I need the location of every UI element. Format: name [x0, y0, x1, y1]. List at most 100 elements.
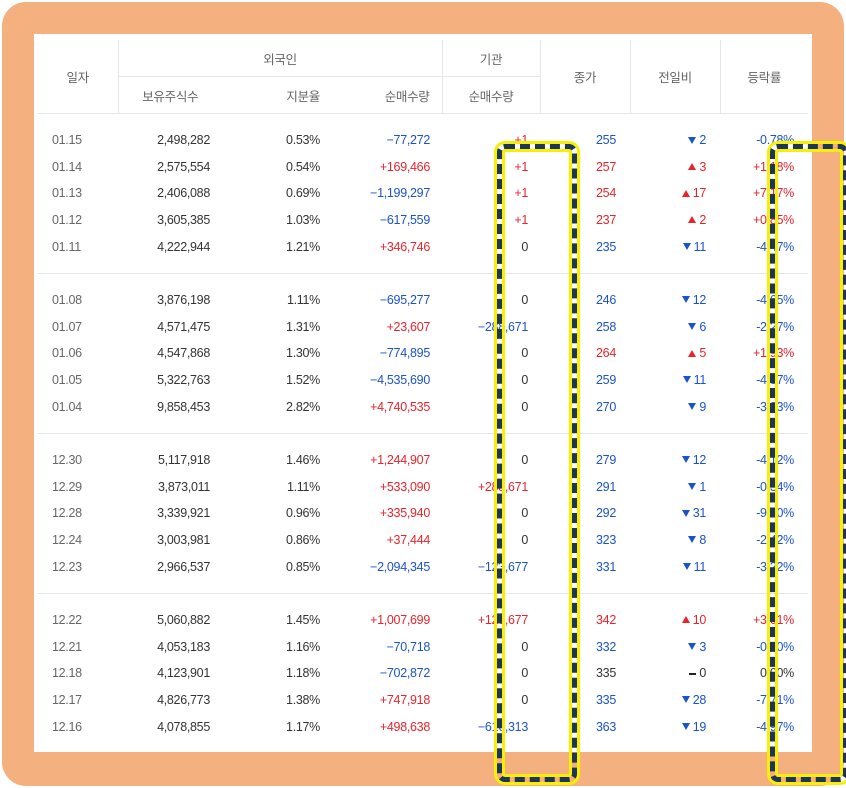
table-row: 01.08 3,876,198 1.11% −695,277 0 246 12 -4.65% [38, 287, 808, 314]
cell-date: 01.06 [52, 346, 82, 361]
cell-inst-net: 0 [521, 692, 528, 707]
cell-ratio: 1.38% [286, 692, 320, 707]
table-row: 01.11 4,222,944 1.21% +346,746 0 235 11 -4.47% [38, 233, 808, 260]
cell-foreign-net: −1,199,297 [370, 186, 430, 201]
cell-ratio: 1.52% [286, 373, 320, 388]
cell-change: 9 [630, 393, 720, 420]
cell-holding: 4,078,855 [157, 719, 210, 734]
cell-ratio: 1.46% [286, 453, 320, 468]
cell-foreign-net: −2,094,345 [370, 559, 430, 574]
cell-inst-net: +1 [514, 186, 528, 201]
cell-close: 335 [596, 666, 616, 681]
cell-change: 28 [630, 687, 720, 714]
cell-change: 11 [630, 367, 720, 394]
cell-ratio: 1.11% [286, 479, 320, 494]
dash-icon [689, 673, 697, 676]
cell-holding: 3,003,981 [157, 533, 210, 548]
cell-rate: -4.12% [756, 453, 794, 468]
triangle-down-icon [681, 696, 690, 704]
table-row: 12.16 4,078,855 1.17% +498,638 −616,313 363 19… [38, 713, 808, 740]
triangle-down-icon [682, 562, 691, 570]
change-value: 17 [692, 186, 707, 201]
table-row: 01.13 2,406,088 0.69% −1,199,297 +1 254 17 +7.1… [38, 180, 808, 207]
table-row: 12.29 3,873,011 1.11% +533,090 +288,671 291 1 -… [38, 474, 808, 501]
cell-close: 257 [596, 159, 616, 174]
triangle-down-icon [688, 402, 697, 410]
cell-change: 6 [630, 314, 720, 341]
cell-change: 12 [630, 447, 720, 474]
cell-close: 237 [596, 213, 616, 228]
cell-ratio: 0.86% [286, 533, 320, 548]
highlight-institution-column [497, 144, 577, 782]
cell-ratio: 2.82% [286, 399, 320, 414]
cell-foreign-net: −702,872 [379, 666, 430, 681]
cell-change: 1 [630, 474, 720, 501]
cell-date: 01.08 [52, 293, 82, 308]
cell-holding: 4,123,901 [157, 666, 210, 681]
triangle-down-icon [688, 483, 697, 491]
cell-ratio: 1.11% [286, 293, 320, 308]
cell-rate: -4.65% [756, 293, 794, 308]
cell-ratio: 0.69% [286, 186, 320, 201]
cell-date: 12.23 [52, 559, 82, 574]
change-value: 10 [692, 613, 707, 628]
highlight-rate-column [770, 144, 846, 782]
cell-inst-net: +1 [514, 133, 528, 148]
table-row: 12.18 4,123,901 1.18% −702,872 0 335 0 0.00% [38, 660, 808, 687]
cell-close: 254 [596, 186, 616, 201]
cell-close: 323 [596, 533, 616, 548]
cell-change: 0 [630, 660, 720, 687]
cell-foreign-net: +335,940 [379, 506, 430, 521]
cell-inst-net: 0 [521, 399, 528, 414]
cell-change: 8 [630, 527, 720, 554]
cell-holding: 2,575,554 [157, 159, 210, 174]
change-value: 3 [699, 159, 706, 174]
table-row: 12.30 5,117,918 1.46% +1,244,907 0 279 12 -4.12… [38, 447, 808, 474]
cell-foreign-net: +23,607 [386, 319, 431, 334]
cell-rate: -2.27% [756, 319, 794, 334]
cell-date: 01.07 [52, 319, 82, 334]
row-spacer [38, 273, 808, 287]
change-value: 31 [692, 506, 707, 521]
triangle-down-icon [688, 643, 697, 650]
cell-foreign-net: −617,559 [379, 213, 430, 228]
cell-rate: -3.22% [756, 559, 794, 574]
header-holding: 보유주식수 [117, 76, 222, 114]
triangle-up-icon [688, 349, 697, 357]
cell-holding: 5,060,882 [157, 613, 210, 628]
triangle-down-icon [688, 536, 697, 544]
change-value: 9 [699, 399, 706, 414]
cell-change: 3 [630, 634, 720, 661]
table-body: 01.15 2,498,282 0.53% −77,272 +1 255 2 -0.78% 01… [38, 114, 808, 740]
cell-change: 17 [630, 180, 720, 207]
stock-table-panel: 일자 외국인 기관 종가 전일비 등락률 보유주식수 지분율 순매수량 순매수량… [34, 34, 846, 782]
cell-holding: 2,966,537 [157, 559, 210, 574]
cell-close: 258 [596, 319, 616, 334]
triangle-down-icon [682, 242, 691, 250]
cell-inst-net: 0 [521, 639, 528, 654]
header-ratio: 지분율 [222, 76, 332, 114]
table-row: 12.23 2,966,537 0.85% −2,094,345 −123,677 331… [38, 553, 808, 580]
cell-foreign-net: +498,638 [379, 719, 430, 734]
cell-rate: -4.07% [756, 373, 794, 388]
triangle-up-icon [681, 189, 690, 197]
cell-ratio: 0.85% [286, 559, 320, 574]
cell-foreign-net: +37,444 [386, 533, 431, 548]
triangle-down-icon [681, 722, 690, 730]
cell-close: 335 [596, 692, 616, 707]
table-row: 01.06 4,547,868 1.30% −774,895 0 264 5 +1.93% [38, 340, 808, 367]
cell-close: 342 [596, 613, 616, 628]
table-header: 일자 외국인 기관 종가 전일비 등락률 보유주식수 지분율 순매수량 순매수량 [38, 40, 808, 114]
row-spacer [38, 593, 808, 607]
cell-inst-net: 0 [521, 293, 528, 308]
table-row: 01.12 3,605,385 1.03% −617,559 +1 237 2 +0.85% [38, 207, 808, 234]
cell-inst-net: 0 [521, 453, 528, 468]
table-row: 01.05 5,322,763 1.52% −4,535,690 0 259 11 -4.07… [38, 367, 808, 394]
header-inst-net: 순매수량 [441, 76, 540, 114]
row-spacer [38, 114, 808, 128]
cell-holding: 4,222,944 [157, 239, 210, 254]
cell-change: 19 [630, 713, 720, 740]
cell-change: 31 [630, 500, 720, 527]
cell-ratio: 1.31% [286, 319, 320, 334]
cell-inst-net: +1 [514, 213, 528, 228]
